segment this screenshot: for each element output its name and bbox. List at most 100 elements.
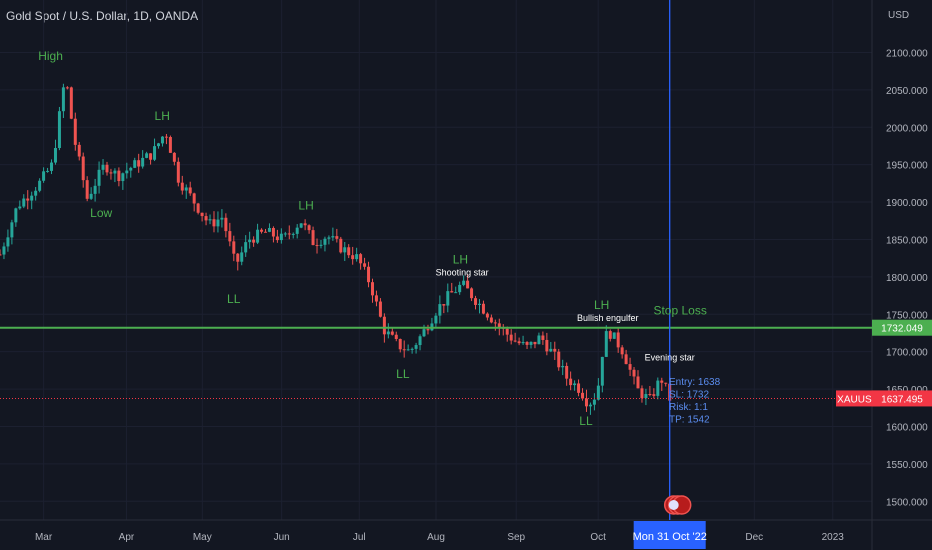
candle-body xyxy=(287,233,291,235)
candle-body xyxy=(505,328,509,335)
candle-body xyxy=(10,222,14,238)
candle-body xyxy=(283,233,287,235)
candle-body xyxy=(153,146,157,160)
candle-body xyxy=(6,237,10,247)
trade-info-line: Risk: 1:1 xyxy=(669,402,708,413)
candle-body xyxy=(212,219,216,227)
candle-body xyxy=(636,376,640,389)
candle-body xyxy=(573,383,577,386)
candle-body xyxy=(367,266,371,283)
trade-info-line: SL: 1732 xyxy=(669,390,709,401)
candle-body xyxy=(172,152,176,162)
chart-annotation: Bullish engulfer xyxy=(577,313,639,323)
candle-body xyxy=(208,219,212,221)
stop-loss-price-tag xyxy=(872,319,932,336)
candle-body xyxy=(462,280,466,285)
candle-body xyxy=(188,187,192,194)
candle-body xyxy=(477,303,481,305)
candle-body xyxy=(236,253,240,262)
current-price-label: 1637.495 xyxy=(881,394,923,405)
chart-annotation: High xyxy=(38,49,63,63)
candle-body xyxy=(133,160,137,168)
candle-body xyxy=(295,227,299,234)
candle-body xyxy=(541,335,545,340)
candle-body xyxy=(628,364,632,370)
x-tick-label: Aug xyxy=(427,532,445,543)
candle-body xyxy=(89,193,93,199)
candle-body xyxy=(422,329,426,337)
candle-body xyxy=(105,164,109,173)
candle-body xyxy=(192,193,196,204)
x-tick-label: Sep xyxy=(507,532,525,543)
candle-body xyxy=(624,354,628,365)
y-tick-label: 1700.000 xyxy=(886,348,928,359)
y-tick-label: 1800.000 xyxy=(886,273,928,284)
candle-body xyxy=(46,170,50,172)
candle-body xyxy=(204,216,208,221)
candle-body xyxy=(307,225,311,231)
candle-body xyxy=(652,394,656,396)
candle-body xyxy=(323,238,327,245)
candle-body xyxy=(26,198,30,201)
candle-body xyxy=(319,244,323,246)
candle-body xyxy=(466,280,470,289)
candle-body xyxy=(454,292,458,294)
y-tick-label: 1550.000 xyxy=(886,460,928,471)
candle-body xyxy=(557,351,561,368)
candle-body xyxy=(252,239,256,243)
candle-body xyxy=(569,378,573,386)
candle-body xyxy=(331,236,335,238)
candle-body xyxy=(180,182,184,191)
candle-body xyxy=(410,348,414,350)
candle-body xyxy=(489,317,493,323)
current-price-tag xyxy=(872,390,932,407)
candle-body xyxy=(97,169,101,186)
chart-annotation: LL xyxy=(579,414,593,428)
candle-body xyxy=(620,347,624,355)
candle-body xyxy=(450,291,454,293)
candle-body xyxy=(65,87,69,89)
candle-body xyxy=(394,334,398,339)
chart-annotation: Stop Loss xyxy=(653,303,706,317)
candle-body xyxy=(414,345,418,349)
candle-body xyxy=(164,136,168,138)
candle-body xyxy=(660,380,664,383)
candle-body xyxy=(509,334,513,341)
candle-body xyxy=(545,339,549,352)
candle-body xyxy=(248,239,252,243)
candle-body xyxy=(470,288,474,299)
candle-body xyxy=(176,161,180,183)
candle-body xyxy=(525,342,529,345)
candle-body xyxy=(497,323,501,328)
candle-body xyxy=(109,172,113,174)
candle-body xyxy=(232,241,236,254)
candle-body xyxy=(129,167,133,171)
candle-body xyxy=(335,236,339,239)
candle-body xyxy=(327,237,331,239)
candle-body xyxy=(228,231,232,242)
candle-body xyxy=(382,316,386,335)
y-tick-label: 1600.000 xyxy=(886,422,928,433)
candle-body xyxy=(513,340,517,342)
candle-body xyxy=(30,195,34,201)
candle-body xyxy=(343,247,347,253)
candle-body xyxy=(517,341,521,344)
candle-body xyxy=(370,282,374,296)
candle-body xyxy=(271,227,275,237)
x-tick-label: 2023 xyxy=(822,532,845,543)
x-tick-label: Mar xyxy=(35,532,53,543)
chart-annotation: LL xyxy=(396,367,410,381)
candle-body xyxy=(34,190,38,196)
candle-body xyxy=(216,219,220,227)
candle-body xyxy=(402,349,406,351)
candle-body xyxy=(18,206,22,209)
x-tick-label: Jul xyxy=(353,532,366,543)
candle-body xyxy=(267,227,271,232)
y-tick-label: 2050.000 xyxy=(886,86,928,97)
y-tick-label: 1950.000 xyxy=(886,161,928,172)
chart-annotation: Low xyxy=(90,206,112,220)
candle-body xyxy=(640,388,644,399)
x-tick-label: Dec xyxy=(745,532,763,543)
candle-body xyxy=(485,313,489,318)
